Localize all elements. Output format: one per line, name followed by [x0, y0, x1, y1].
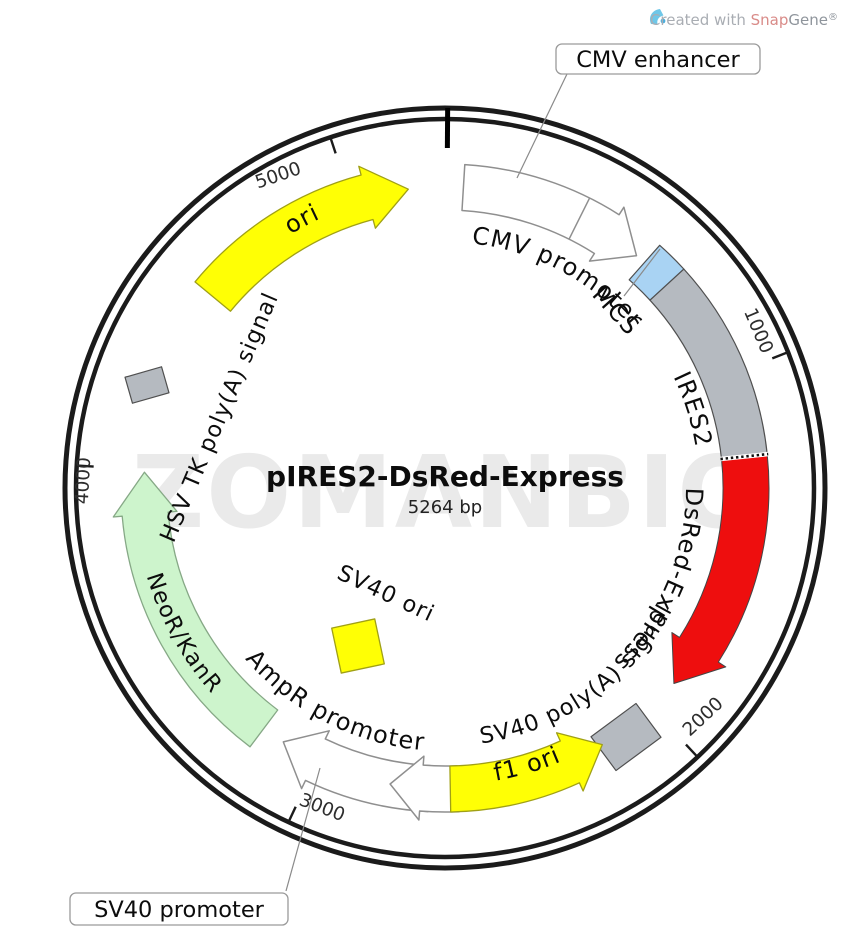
- sv40-ori-label: SV40 ori: [333, 560, 439, 628]
- credit-prefix: Created with: [650, 11, 751, 29]
- cmv-enhancer-promoter-divider: [568, 197, 591, 240]
- neor-kanr-arrow: [112, 471, 279, 748]
- backbone-inner-ring: [73, 116, 817, 860]
- f1-ori-arrow: [449, 732, 603, 813]
- credit-text: Created with SnapGene®: [650, 11, 838, 29]
- tick-2000: [685, 743, 698, 758]
- snapgene-icon: [650, 9, 664, 25]
- sv40-promoter-callout-box: [69, 892, 289, 926]
- ampr-promoter-arrow: [282, 730, 432, 813]
- sv40-ori-box: [331, 618, 385, 674]
- ori-arrow: [194, 165, 409, 312]
- credit-reg-mark: ®: [828, 12, 838, 23]
- snapgene-icon-dot: [660, 18, 666, 24]
- tick-4000: [77, 464, 94, 468]
- plasmid-size: 5264 bp: [408, 497, 482, 518]
- plasmid-name: pIRES2-DsRed-Express: [266, 460, 624, 493]
- tick-3000: [287, 806, 297, 822]
- sv40-polya-box: [590, 702, 662, 772]
- tick-label-5000: 5000: [253, 158, 304, 193]
- tick-5000: [329, 137, 337, 154]
- mcs-leader: [623, 248, 661, 297]
- credit-brand-snap: Snap: [751, 11, 789, 29]
- cmv-enhancer-callout-text: CMV enhancer: [576, 47, 740, 73]
- backbone-outer-ring: [62, 105, 828, 871]
- sv40-promoter-leader: [285, 767, 321, 892]
- sv40-promoter-callout-text: SV40 promoter: [94, 897, 265, 923]
- credit-brand-gene: Gene: [788, 11, 828, 29]
- tick-1000: [771, 351, 788, 360]
- cmv-promoter-arrow: [461, 163, 638, 262]
- hsv-tk-polya-box: [124, 366, 170, 404]
- cmv-enhancer-leader: [516, 73, 568, 179]
- ampr-promoter-label: AmpR promoter: [240, 644, 426, 756]
- ires2-dsred-junction-gap: [720, 451, 769, 462]
- dsred-express-arrow: [671, 453, 770, 684]
- cmv-enhancer-callout-box: [555, 43, 761, 75]
- tick-label-4000: 4000: [72, 457, 95, 505]
- watermark-text: ZOMANBIO: [132, 434, 765, 551]
- snapgene-credit: Created with SnapGene®: [650, 9, 838, 29]
